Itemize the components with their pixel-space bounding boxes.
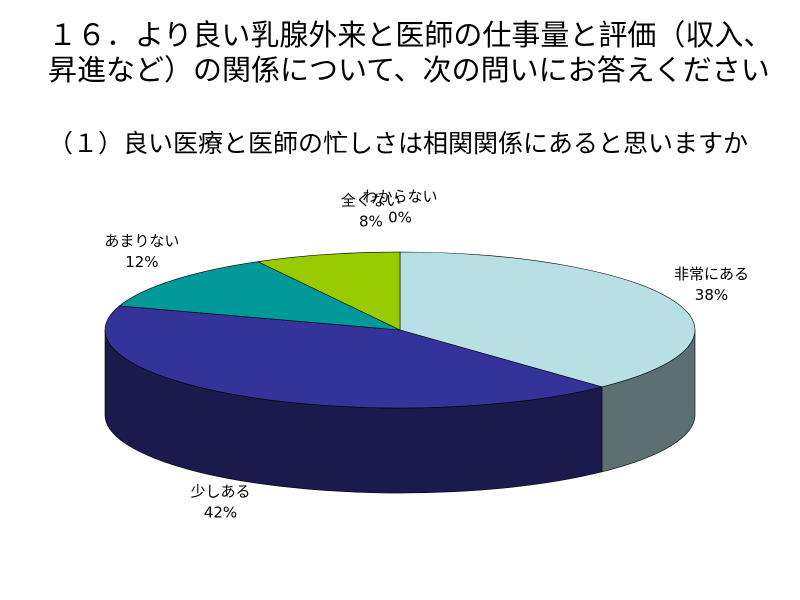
slice-label: 非常にある	[674, 265, 749, 283]
slice	[104, 305, 604, 409]
slice-value-label: 0%	[388, 209, 412, 227]
slice-label: あまりない	[104, 232, 179, 250]
slice-label: 少しある	[190, 482, 250, 500]
chart-subtitle: （１）良い医療と医師の忙しさは相関関係にあると思いますか	[48, 129, 749, 158]
slice-label: 全くない	[341, 191, 401, 209]
slice-value-label: 42%	[204, 503, 237, 521]
slice-value-label: 12%	[125, 253, 158, 271]
slice	[399, 251, 696, 388]
slice	[118, 261, 401, 331]
slice-value-label: 38%	[695, 286, 728, 304]
slice-value-label: 8%	[359, 212, 383, 230]
slice	[256, 251, 401, 331]
chart-title: １６．より良い乳腺外来と医師の仕事量と評価（収入、昇進など）の関係について、次の…	[48, 18, 773, 87]
slice-label: わからない	[362, 188, 437, 206]
